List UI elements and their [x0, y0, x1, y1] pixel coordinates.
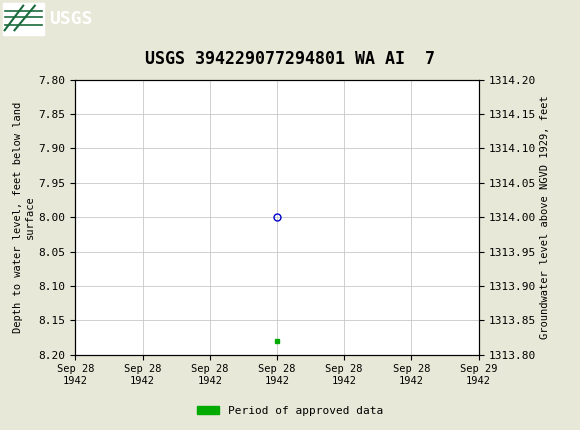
Y-axis label: Depth to water level, feet below land
surface: Depth to water level, feet below land su… — [13, 101, 35, 333]
Text: USGS 394229077294801 WA AI  7: USGS 394229077294801 WA AI 7 — [145, 50, 435, 68]
Y-axis label: Groundwater level above NGVD 1929, feet: Groundwater level above NGVD 1929, feet — [539, 95, 550, 339]
Legend: Period of approved data: Period of approved data — [193, 401, 387, 420]
Text: USGS: USGS — [49, 10, 93, 28]
Bar — [3, 3, 43, 35]
